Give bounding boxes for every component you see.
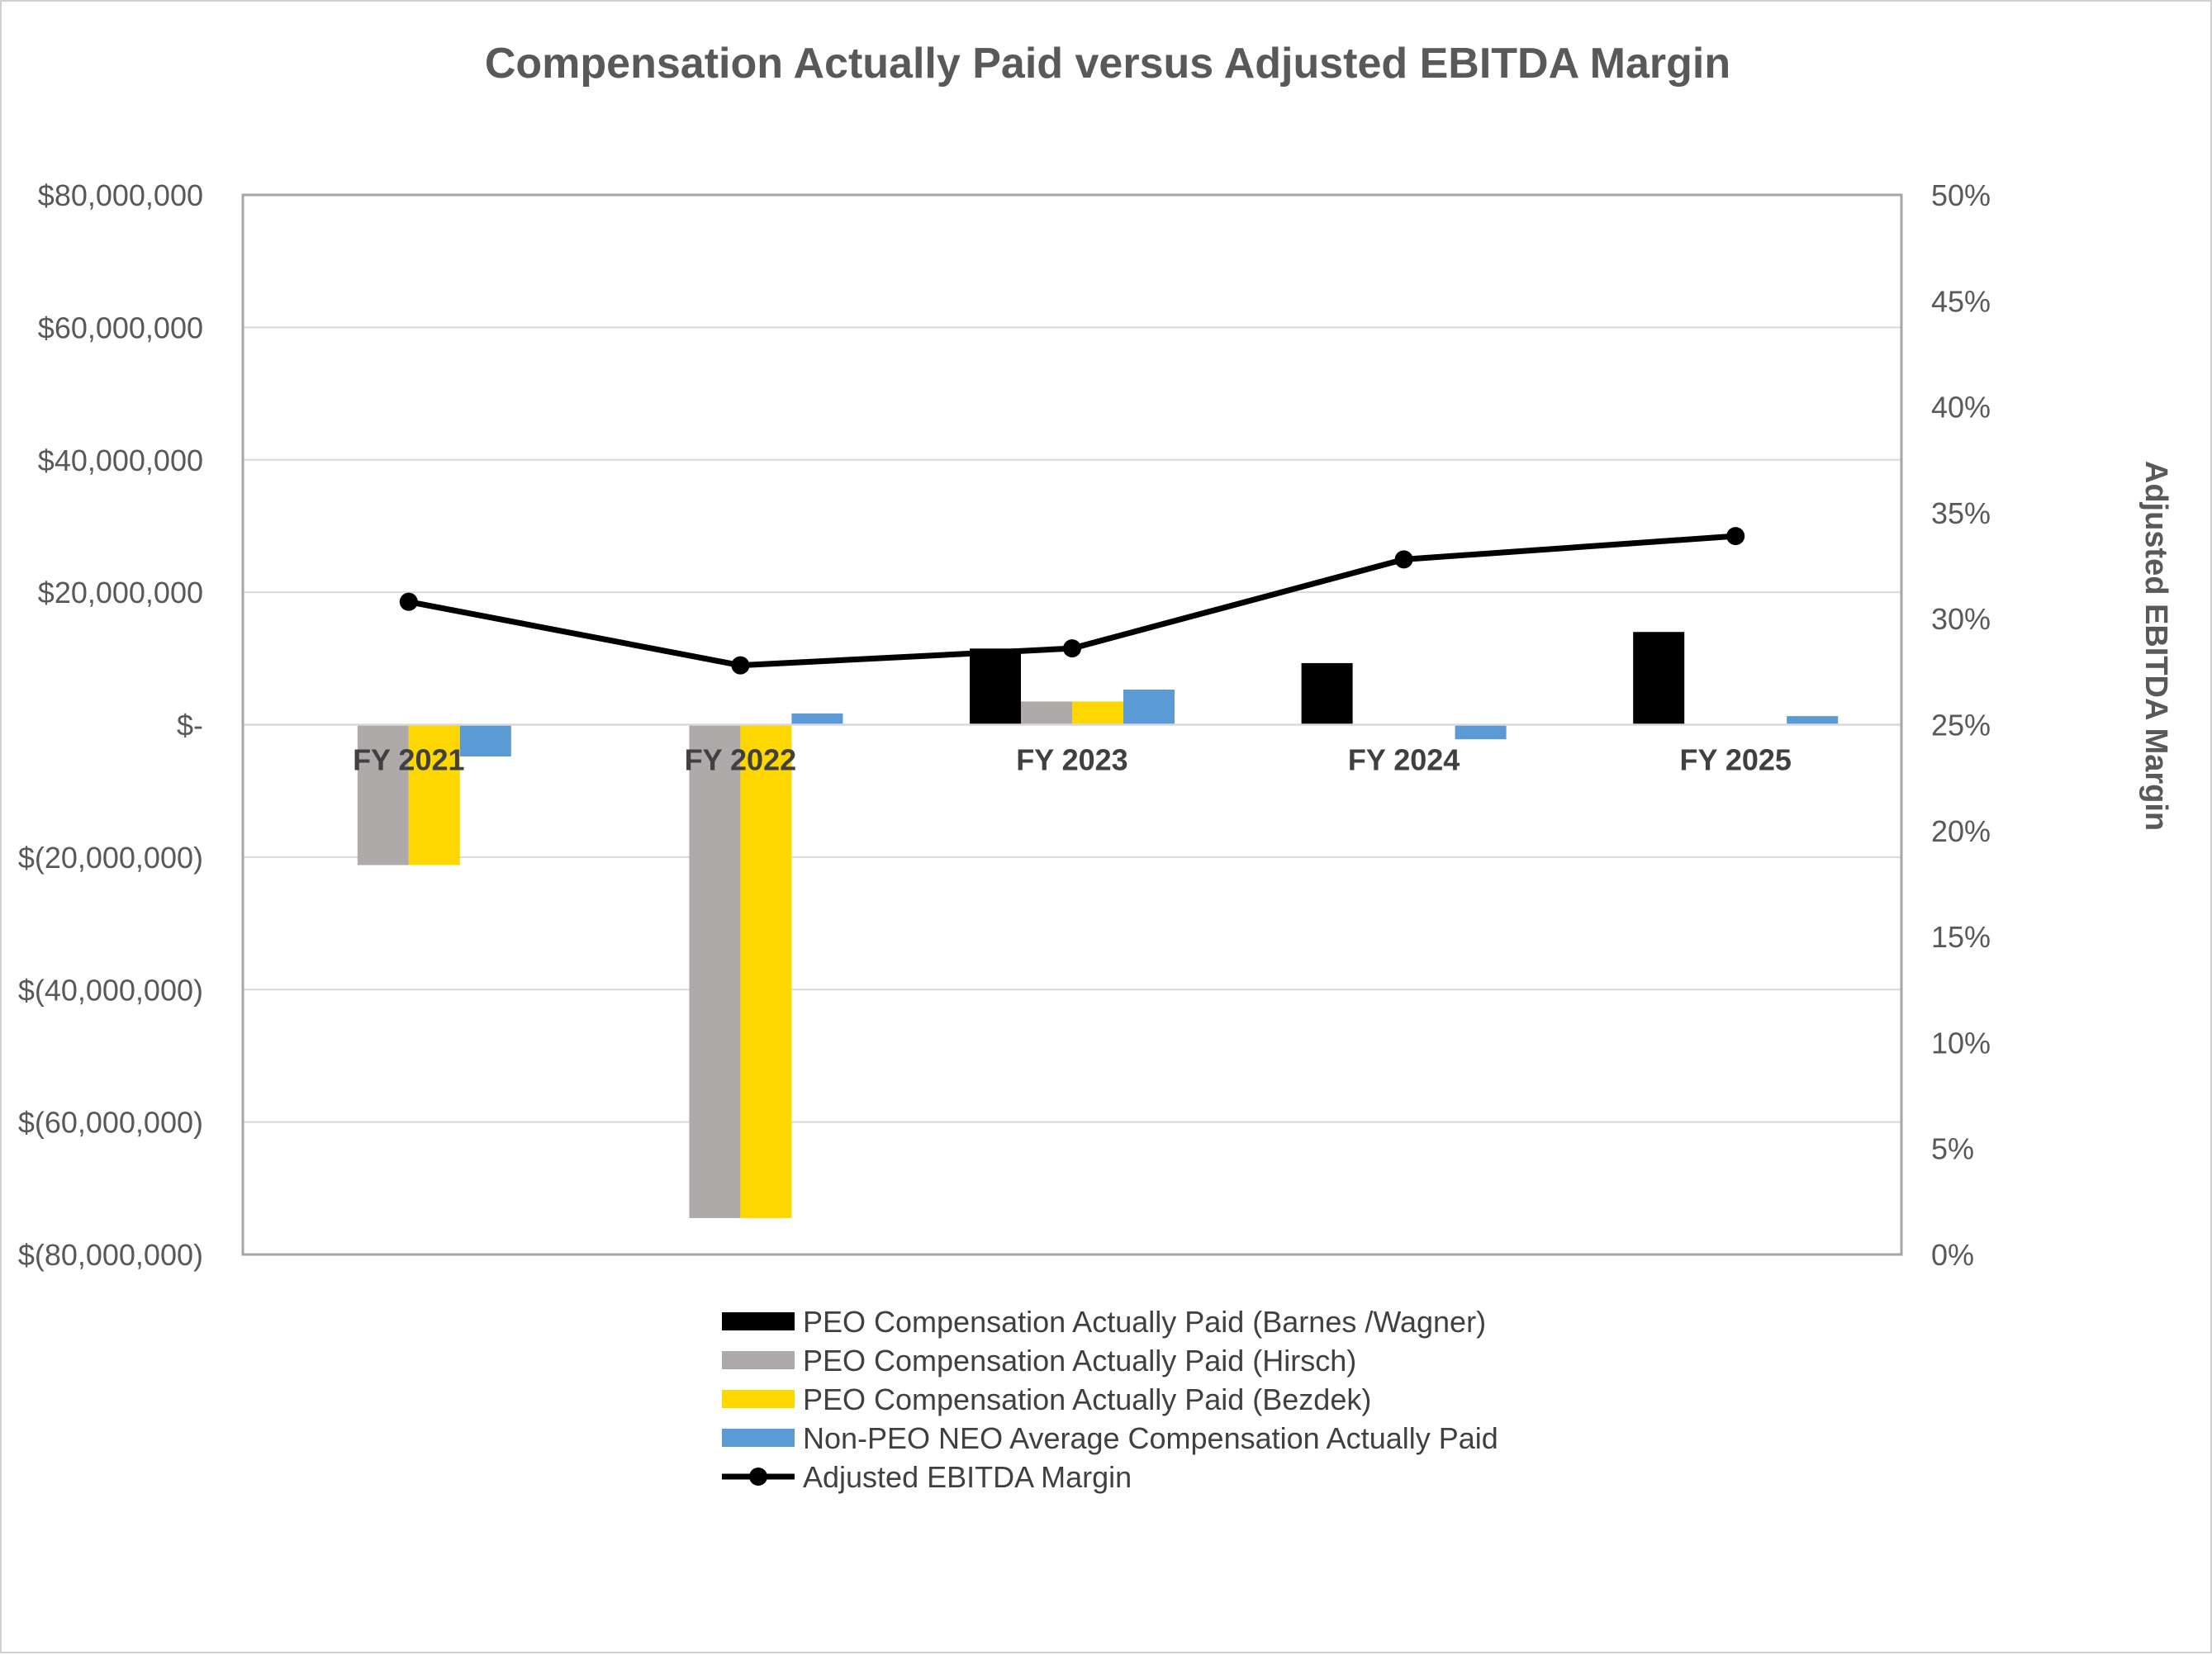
line-point-2: [731, 656, 750, 675]
right-tick-label: 50%: [1931, 178, 1991, 212]
left-tick-label: $(60,000,000): [18, 1106, 203, 1140]
legend-label-peo-compensation-actually-paid-hirsch: PEO Compensation Actually Paid (Hirsch): [803, 1344, 1356, 1378]
bar-peo-compensation-actually-paid-hirsch-3: [1021, 701, 1072, 725]
bar-non-peo-neo-average-compensation-actually-paid-1: [459, 724, 511, 756]
legend-label-peo-compensation-actually-paid-barnes-wagner: PEO Compensation Actually Paid (Barnes /…: [803, 1305, 1486, 1339]
bar-peo-compensation-actually-paid-bezdek-3: [1072, 701, 1123, 725]
legend-swatch-non-peo-neo-average-compensation-actually-paid: [722, 1429, 795, 1447]
category-label: FY 2023: [1016, 743, 1127, 777]
line-point-3: [1063, 639, 1081, 658]
legend-label-adjusted-ebitda-margin: Adjusted EBITDA Margin: [803, 1460, 1132, 1494]
right-tick-label: 45%: [1931, 284, 1991, 318]
right-tick-label: 25%: [1931, 709, 1991, 742]
bar-peo-compensation-actually-paid-barnes-wagner-3: [970, 648, 1021, 725]
left-tick-label: $60,000,000: [38, 311, 203, 344]
bar-peo-compensation-actually-paid-barnes-wagner-5: [1633, 632, 1685, 725]
left-tick-label: $(20,000,000): [18, 841, 203, 875]
left-axis: $80,000,000 $60,000,000 $40,000,000 $20,000…: [18, 178, 203, 1272]
chart-title: Compensation Actually Paid versus Adjust…: [485, 40, 1730, 88]
right-axis-title: Adjusted EBITDA Margin: [2138, 461, 2173, 831]
right-tick-label: 35%: [1931, 496, 1991, 530]
left-tick-label: $(40,000,000): [18, 973, 203, 1007]
line-point-5: [1726, 527, 1745, 546]
category-label: FY 2024: [1348, 743, 1460, 777]
category-label: FY 2025: [1679, 743, 1791, 777]
bar-non-peo-neo-average-compensation-actually-paid-5: [1787, 716, 1839, 725]
line-point-1: [399, 592, 418, 611]
left-tick-label: $-: [177, 709, 203, 742]
right-tick-label: 0%: [1931, 1238, 1974, 1272]
right-tick-label: 15%: [1931, 920, 1991, 954]
plot-border: [241, 193, 1903, 1256]
category-label: FY 2021: [353, 743, 464, 777]
right-axis: 50% 45% 40% 35% 30% 25% 20% 15% 10% 5% 0%: [1931, 178, 1991, 1272]
line-point-4: [1394, 550, 1413, 569]
left-tick-label: $80,000,000: [38, 178, 203, 212]
bar-peo-compensation-actually-paid-bezdek-2: [740, 724, 792, 1218]
right-tick-label: 5%: [1931, 1132, 1974, 1166]
bar-peo-compensation-actually-paid-hirsch-1: [357, 724, 409, 865]
bars: [357, 632, 1839, 1218]
right-tick-label: 30%: [1931, 602, 1991, 636]
category-label: FY 2022: [685, 743, 796, 777]
legend-marker-adjusted-ebitda-margin: [749, 1468, 767, 1486]
bar-non-peo-neo-average-compensation-actually-paid-2: [791, 713, 843, 725]
category-axis: FY 2021 FY 2022 FY 2023 FY 2024 FY 2025: [353, 743, 1792, 777]
left-tick-label: $40,000,000: [38, 443, 203, 477]
bar-peo-compensation-actually-paid-hirsch-2: [689, 724, 741, 1218]
legend-label-peo-compensation-actually-paid-bezdek: PEO Compensation Actually Paid (Bezdek): [803, 1382, 1371, 1416]
legend-swatch-peo-compensation-actually-paid-bezdek: [722, 1390, 795, 1408]
bar-non-peo-neo-average-compensation-actually-paid-4: [1455, 724, 1507, 740]
legend-label-non-peo-neo-average-compensation-actually-paid: Non-PEO NEO Average Compensation Actuall…: [803, 1421, 1498, 1455]
bar-non-peo-neo-average-compensation-actually-paid-3: [1123, 690, 1175, 725]
plot-area-border: [241, 193, 1903, 1256]
line-series: [399, 527, 1745, 675]
right-tick-label: 20%: [1931, 814, 1991, 848]
legend-swatch-peo-compensation-actually-paid-hirsch: [722, 1351, 795, 1369]
legend-swatch-peo-compensation-actually-paid-barnes-wagner: [722, 1312, 795, 1330]
left-tick-label: $20,000,000: [38, 576, 203, 609]
right-tick-label: 10%: [1931, 1026, 1991, 1060]
bar-peo-compensation-actually-paid-bezdek-1: [408, 724, 460, 865]
right-tick-label: 40%: [1931, 391, 1991, 424]
bar-peo-compensation-actually-paid-barnes-wagner-4: [1301, 662, 1353, 725]
legend: PEO Compensation Actually Paid (Barnes /…: [722, 1305, 1498, 1494]
left-tick-label: $(80,000,000): [18, 1238, 203, 1272]
